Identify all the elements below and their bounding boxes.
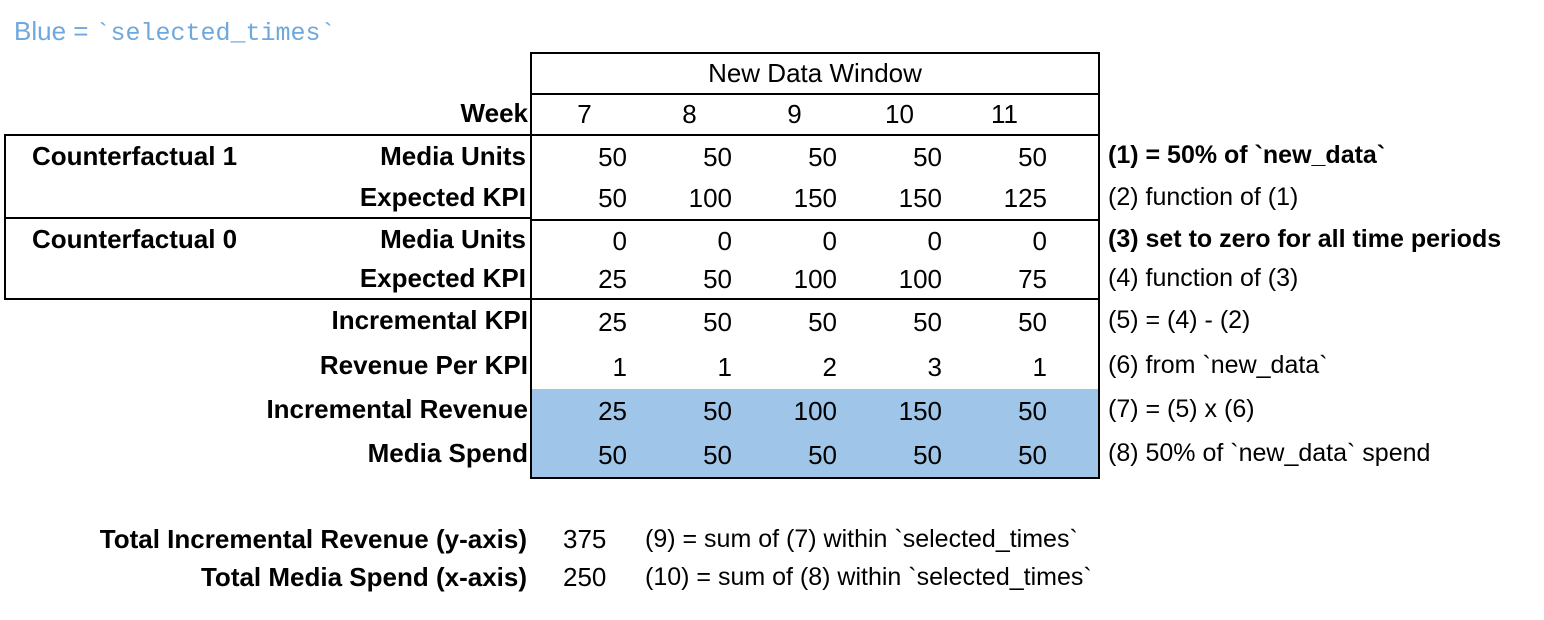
- table-cell: 2: [822, 351, 837, 382]
- counterfactual-0-box: Counterfactual 0 Media Units Expected KP…: [4, 219, 530, 300]
- annotation-2: (2) function of (1): [1108, 183, 1299, 211]
- table-cell: 25: [598, 307, 627, 337]
- annotation-4: (4) function of (3): [1108, 264, 1299, 292]
- week-number: 11: [991, 99, 1018, 129]
- total-media-spend-label: Total Media Spend (x-axis): [200, 561, 527, 592]
- table-cell: 50: [808, 141, 837, 172]
- table-cell: 50: [598, 440, 627, 470]
- table-cell: 50: [808, 440, 837, 470]
- derived-row-labels: Incremental KPI Revenue Per KPI Incremen…: [4, 298, 528, 475]
- table-row-cf1-expected-kpi: 50 100 150 150 125: [532, 178, 1098, 221]
- table-cell: 25: [598, 396, 627, 426]
- annotation-8: (8) 50% of `new_data` spend: [1108, 439, 1431, 467]
- table-cell: 50: [703, 264, 732, 294]
- table-cell: 100: [793, 396, 837, 426]
- table-cell: 50: [703, 307, 732, 337]
- annotation-3: (3) set to zero for all time periods: [1108, 224, 1502, 253]
- table-cell: 150: [898, 183, 942, 213]
- counterfactual-1-row: Counterfactual 1 Media Units: [6, 136, 530, 177]
- table-cell: 100: [688, 183, 732, 213]
- counterfactual-1-box: Counterfactual 1 Media Units Expected KP…: [4, 134, 530, 219]
- table-cell: 50: [703, 440, 732, 470]
- week-number: 10: [885, 99, 914, 129]
- table-row-cf0-expected-kpi: 25 50 100 100 75: [532, 261, 1098, 300]
- annotation-1: (1) = 50% of `new_data`: [1108, 140, 1386, 169]
- row-label-media-units: Media Units: [380, 223, 526, 254]
- totals-section: Total Incremental Revenue (y-axis) 375 (…: [0, 520, 1092, 596]
- table-cell: 125: [1003, 183, 1047, 213]
- table-row-cf1-media-units: 50 50 50 50 50: [532, 136, 1098, 178]
- table-row-cf0-media-units: 0 0 0 0 0: [532, 221, 1098, 261]
- row-label-expected-kpi: Expected KPI: [359, 181, 526, 212]
- table-cell: 0: [927, 225, 942, 256]
- table-cell: 50: [913, 141, 942, 172]
- table-cell: 50: [1018, 307, 1047, 337]
- table-cell: 3: [927, 351, 942, 382]
- table-cell: 100: [793, 264, 837, 294]
- counterfactual-0-row: Counterfactual 0 Media Units: [6, 219, 530, 259]
- counterfactual-0-row: Expected KPI: [6, 259, 530, 298]
- row-label-media-spend: Media Spend: [367, 438, 528, 468]
- annotation-6: (6) from `new_data`: [1108, 350, 1328, 379]
- table-title-cell: New Data Window: [532, 54, 1098, 95]
- table-cell: 50: [1018, 141, 1047, 172]
- total-incremental-revenue-row: Total Incremental Revenue (y-axis) 375 (…: [0, 520, 1092, 558]
- table-cell: 50: [703, 396, 732, 426]
- total-incremental-revenue-value: 375: [563, 523, 607, 554]
- week-number: 9: [787, 99, 802, 129]
- legend-note-code: `selected_times`: [95, 19, 336, 48]
- counterfactual-0-label: Counterfactual 0: [32, 223, 238, 254]
- legend-note: Blue = `selected_times`: [14, 14, 336, 51]
- legend-note-prefix: Blue =: [14, 16, 89, 46]
- row-annotations: (1) = 50% of `new_data` (2) function of …: [1108, 134, 1501, 475]
- table-row-revenue-per-kpi: 1 1 2 3 1: [532, 345, 1098, 389]
- row-label-media-units: Media Units: [380, 141, 526, 171]
- table-row-incremental-kpi: 25 50 50 50 50: [532, 300, 1098, 345]
- table-cell: 50: [598, 183, 627, 213]
- row-label-incremental-revenue: Incremental Revenue: [266, 394, 528, 424]
- table-cell: 1: [612, 351, 627, 382]
- table-row-media-spend-highlighted: 50 50 50 50 50: [532, 434, 1098, 477]
- row-label-expected-kpi: Expected KPI: [359, 263, 526, 293]
- table-row-incremental-revenue-highlighted: 25 50 100 150 50: [532, 389, 1098, 434]
- total-media-spend-row: Total Media Spend (x-axis) 250 (10) = su…: [0, 558, 1092, 596]
- annotation-9: (9) = sum of (7) within `selected_times`: [645, 524, 1078, 553]
- annotation-7: (7) = (5) x (6): [1108, 395, 1255, 423]
- week-column-label: Week: [460, 98, 528, 128]
- table-cell: 50: [913, 440, 942, 470]
- table-cell: 0: [822, 225, 837, 256]
- table-cell: 0: [1032, 225, 1047, 256]
- table-cell: 50: [598, 141, 627, 172]
- table-cell: 150: [898, 396, 942, 426]
- table-cell: 50: [808, 307, 837, 337]
- data-table: New Data Window 7 8 9 10 11 50 50 50 50 …: [530, 52, 1100, 479]
- annotation-5: (5) = (4) - (2): [1108, 306, 1251, 334]
- week-number: 8: [682, 99, 697, 129]
- table-cell: 150: [793, 183, 837, 213]
- table-cell: 50: [1018, 440, 1047, 470]
- row-label-revenue-per-kpi: Revenue Per KPI: [319, 349, 528, 380]
- table-cell: 0: [612, 225, 627, 256]
- table-cell: 1: [717, 351, 732, 382]
- total-media-spend-value: 250: [563, 561, 607, 592]
- week-header-row: 7 8 9 10 11: [532, 95, 1098, 136]
- annotation-10: (10) = sum of (8) within `selected_times…: [645, 562, 1092, 591]
- table-cell: 50: [913, 307, 942, 337]
- table-cell: 50: [703, 141, 732, 172]
- counterfactual-1-label: Counterfactual 1: [32, 141, 238, 171]
- total-incremental-revenue-label: Total Incremental Revenue (y-axis): [99, 523, 527, 554]
- table-cell: 75: [1018, 264, 1047, 294]
- table-cell: 25: [598, 264, 627, 294]
- table-cell: 0: [717, 225, 732, 256]
- table-cell: 50: [1018, 396, 1047, 426]
- row-label-incremental-kpi: Incremental KPI: [331, 305, 528, 335]
- table-cell: 1: [1032, 351, 1047, 382]
- week-number: 7: [577, 99, 592, 129]
- counterfactual-1-row: Expected KPI: [6, 177, 530, 217]
- table-cell: 100: [898, 264, 942, 294]
